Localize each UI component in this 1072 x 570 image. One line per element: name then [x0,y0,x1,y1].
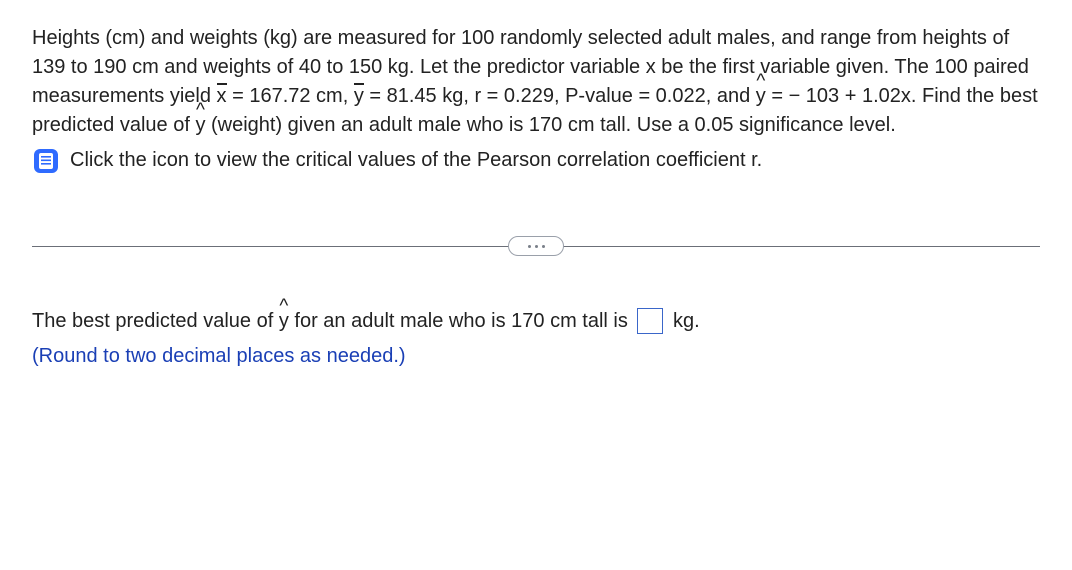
y-hat-symbol-3: y [279,307,289,336]
critical-values-link-row: Click the icon to view the critical valu… [32,146,1040,175]
answer-mid: for an adult male who is 170 cm tall is [289,310,634,332]
x-bar-symbol: x [217,82,227,111]
problem-part-2: = 167.72 cm, [227,85,354,107]
dot-icon [542,245,545,248]
expand-button[interactable] [508,236,564,256]
y-hat-symbol-1: y [756,82,766,111]
y-hat-symbol-2: y [195,111,205,140]
problem-part-3: = 81.45 kg, r = 0.229, P-value = 0.022, … [364,85,756,107]
rounding-instruction: (Round to two decimal places as needed.) [32,342,1040,371]
answer-pre: The best predicted value of [32,310,279,332]
dot-icon [528,245,531,248]
problem-statement: Heights (cm) and weights (kg) are measur… [32,24,1040,140]
answer-input[interactable] [637,308,663,334]
table-icon[interactable] [32,147,60,175]
y-bar-symbol: y [354,82,364,111]
dot-icon [535,245,538,248]
section-divider [32,235,1040,257]
critical-values-link-text[interactable]: Click the icon to view the critical valu… [70,146,762,175]
answer-unit: kg. [667,310,699,332]
answer-prompt: The best predicted value of y for an adu… [32,307,1040,336]
problem-part-5: (weight) given an adult male who is 170 … [205,114,895,136]
